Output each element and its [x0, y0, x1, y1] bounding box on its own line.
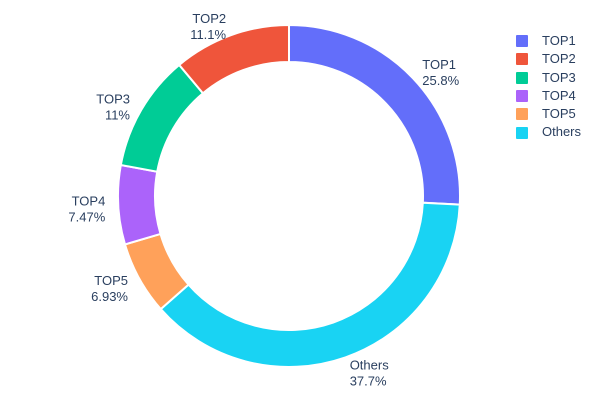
- legend-swatch-top5: [516, 108, 528, 121]
- slice-label-top4: TOP4 7.47%: [68, 194, 105, 225]
- legend-item-top1[interactable]: TOP1: [516, 32, 581, 50]
- legend-label: TOP2: [542, 51, 576, 67]
- slice-label-top5: TOP5 6.93%: [91, 273, 128, 304]
- slice-label-others: Others 37.7%: [350, 358, 390, 389]
- slice-label-top3: TOP3 11%: [96, 91, 130, 122]
- legend: TOP1 TOP2 TOP3 TOP4 TOP5 Others: [516, 32, 581, 142]
- legend-item-others[interactable]: Others: [516, 123, 581, 141]
- pie-slice-top1[interactable]: [288, 23, 461, 206]
- slice-label-top1: TOP1 25.8%: [422, 57, 459, 88]
- pie-slice-others[interactable]: [159, 201, 461, 368]
- legend-label: TOP3: [542, 69, 576, 85]
- pie-slice-top2[interactable]: [177, 23, 290, 95]
- legend-item-top2[interactable]: TOP2: [516, 50, 581, 68]
- slice-label-top2: TOP2 11.1%: [190, 11, 226, 42]
- legend-label: Others: [542, 124, 582, 140]
- legend-item-top3[interactable]: TOP3: [516, 69, 581, 87]
- legend-label: TOP4: [542, 87, 576, 103]
- legend-swatch-others: [516, 126, 528, 139]
- legend-item-top4[interactable]: TOP4: [516, 87, 581, 105]
- legend-swatch-top4: [516, 90, 528, 103]
- legend-swatch-top2: [516, 53, 528, 66]
- legend-label: TOP5: [542, 106, 576, 122]
- legend-swatch-top3: [516, 71, 528, 84]
- pie-slice-top4[interactable]: [117, 163, 162, 246]
- legend-label: TOP1: [542, 33, 576, 48]
- legend-item-top5[interactable]: TOP5: [516, 105, 581, 123]
- pie-slice-top3[interactable]: [119, 63, 205, 173]
- legend-swatch-top1: [516, 35, 528, 48]
